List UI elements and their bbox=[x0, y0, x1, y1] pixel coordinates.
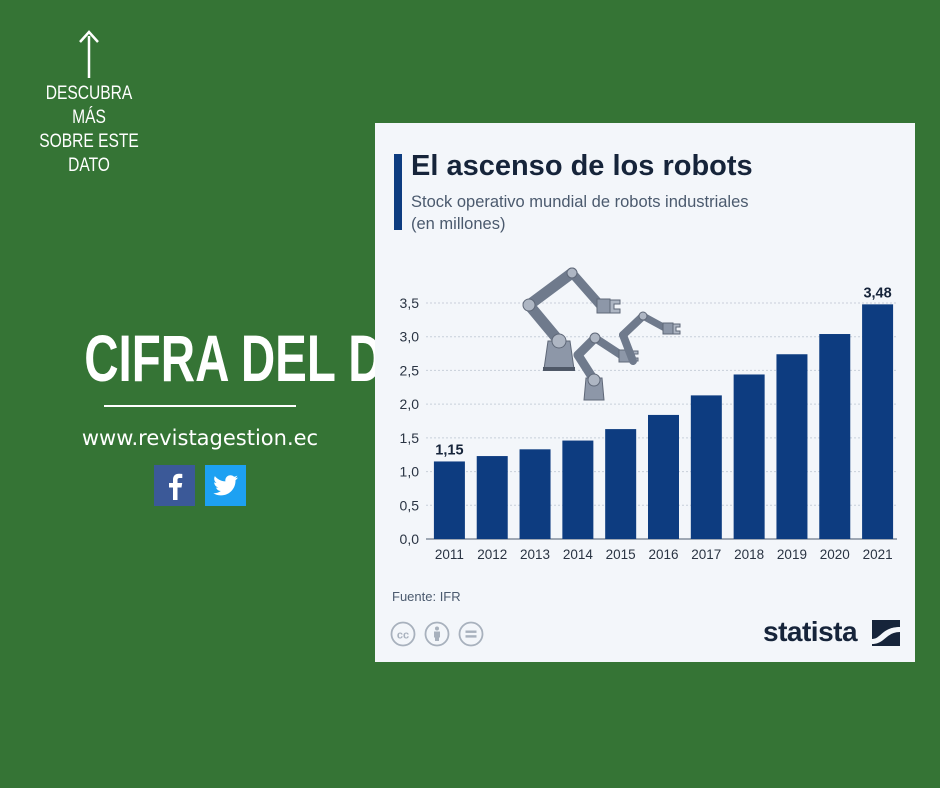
cc-icon: cc bbox=[390, 621, 416, 647]
bar-2019 bbox=[776, 354, 808, 539]
title-accent-bar bbox=[394, 154, 402, 230]
robot-arms-illustration bbox=[522, 267, 681, 401]
no-derivatives-icon bbox=[458, 621, 484, 647]
bar-2013 bbox=[519, 449, 551, 539]
website-link[interactable]: www.revistagestion.ec bbox=[81, 426, 319, 450]
statista-mark-icon bbox=[872, 620, 900, 646]
facebook-icon[interactable] bbox=[154, 465, 195, 506]
data-label: 1,15 bbox=[435, 442, 463, 458]
y-tick-label: 2,0 bbox=[400, 396, 420, 412]
divider bbox=[104, 405, 296, 407]
bar-2012 bbox=[476, 456, 508, 539]
x-tick-label: 2015 bbox=[606, 547, 636, 562]
y-tick-label: 1,0 bbox=[400, 464, 420, 480]
up-arrow-icon bbox=[79, 30, 99, 78]
bar-2017 bbox=[690, 395, 722, 539]
bar-2020 bbox=[819, 334, 851, 539]
chart-subtitle: Stock operativo mundial de robots indust… bbox=[411, 193, 749, 233]
x-tick-label: 2019 bbox=[777, 547, 807, 562]
data-label: 3,48 bbox=[863, 285, 891, 301]
bar-chart: 0,0 0,5 1,0 1,5 2,0 2,5 3,0 3,5 2011 2012 2013 2014… bbox=[400, 267, 897, 562]
svg-text:cc: cc bbox=[397, 630, 409, 642]
headline: CIFRA DEL DÍA bbox=[84, 321, 431, 395]
x-tick-label: 2017 bbox=[691, 547, 721, 562]
y-tick-label: 3,5 bbox=[400, 295, 420, 311]
discover-line: DESCUBRA MÁS bbox=[45, 83, 133, 128]
statista-logo[interactable]: statista bbox=[763, 616, 858, 647]
x-tick-label: 2011 bbox=[435, 547, 464, 562]
x-tick-label: 2021 bbox=[863, 547, 893, 562]
discover-line: DATO bbox=[68, 155, 110, 176]
discover-more-link[interactable]: DESCUBRA MÁS SOBRE ESTE DATO bbox=[28, 82, 151, 178]
bar-2014 bbox=[562, 440, 594, 539]
attribution-icon bbox=[424, 621, 450, 647]
bar-2011 bbox=[433, 461, 465, 539]
discover-line: SOBRE ESTE bbox=[39, 131, 139, 152]
x-tick-label: 2014 bbox=[563, 547, 594, 562]
y-tick-label: 3,0 bbox=[400, 329, 420, 345]
license-icons: cc bbox=[390, 621, 484, 647]
y-tick-label: 1,5 bbox=[400, 430, 420, 446]
x-tick-label: 2020 bbox=[820, 547, 850, 562]
y-tick-label: 0,0 bbox=[400, 531, 420, 547]
x-tick-label: 2012 bbox=[477, 547, 507, 562]
bar-2016 bbox=[648, 414, 679, 539]
chart-title: El ascenso de los robots bbox=[411, 150, 753, 182]
x-tick-label: 2018 bbox=[734, 547, 764, 562]
x-tick-label: 2013 bbox=[520, 547, 550, 562]
chart-card: El ascenso de los robots Stock operativo… bbox=[375, 123, 915, 662]
twitter-icon[interactable] bbox=[205, 465, 246, 506]
bar-2021 bbox=[862, 304, 894, 539]
bar-2015 bbox=[605, 429, 637, 539]
bar-2018 bbox=[733, 374, 765, 539]
chart-source: Fuente: IFR bbox=[392, 589, 461, 604]
y-tick-label: 2,5 bbox=[400, 362, 420, 378]
x-tick-label: 2016 bbox=[648, 547, 678, 562]
y-tick-label: 0,5 bbox=[400, 497, 420, 513]
